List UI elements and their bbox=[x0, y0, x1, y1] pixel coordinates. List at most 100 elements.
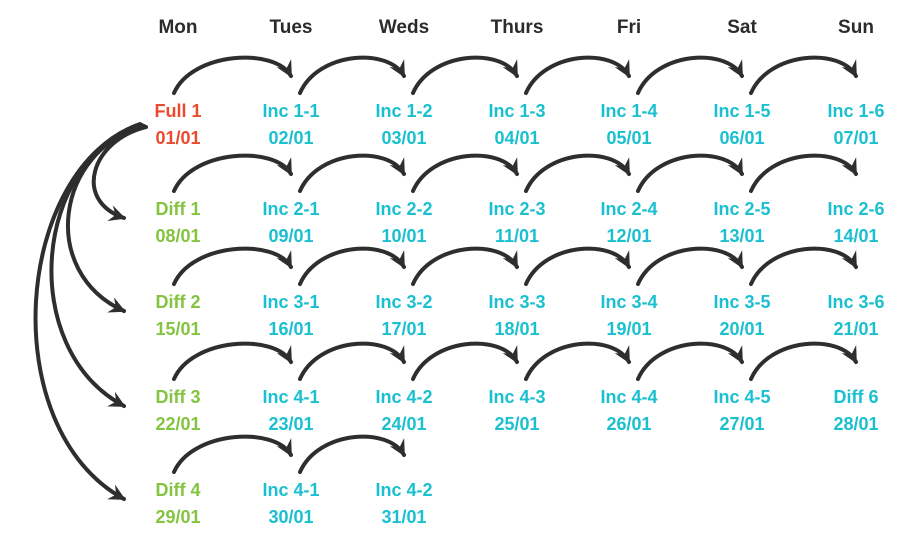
arrow-curve bbox=[172, 246, 293, 286]
arrow-curve bbox=[411, 55, 519, 95]
arrow-curve bbox=[298, 246, 406, 286]
node-inc-4-1-week5: Inc 4-1 30/01 bbox=[239, 477, 343, 531]
day-header-sun: Sun bbox=[838, 17, 874, 38]
node-inc-2-4: Inc 2-4 12/01 bbox=[577, 196, 681, 250]
arrow-curve bbox=[524, 246, 631, 286]
node-date: 28/01 bbox=[833, 414, 879, 434]
node-diff-4: Diff 4 29/01 bbox=[126, 477, 230, 531]
arrow-curve bbox=[636, 153, 744, 193]
node-label: Diff 4 bbox=[155, 480, 201, 500]
node-label: Inc 2-6 bbox=[827, 199, 885, 219]
node-label: Inc 3-3 bbox=[488, 292, 546, 312]
arrow-curve bbox=[172, 55, 293, 95]
node-label: Full 1 bbox=[154, 101, 202, 121]
node-label: Inc 2-2 bbox=[375, 199, 433, 219]
node-label: Inc 3-4 bbox=[600, 292, 658, 312]
node-date: 29/01 bbox=[155, 507, 201, 527]
node-date: 30/01 bbox=[268, 507, 314, 527]
node-diff-6: Diff 6 28/01 bbox=[804, 384, 907, 438]
arrow-curve bbox=[749, 55, 858, 95]
node-label: Inc 3-2 bbox=[375, 292, 433, 312]
arrow-curve bbox=[636, 55, 744, 95]
node-inc-4-3: Inc 4-3 25/01 bbox=[465, 384, 569, 438]
node-inc-3-6: Inc 3-6 21/01 bbox=[804, 289, 907, 343]
node-diff-3: Diff 3 22/01 bbox=[126, 384, 230, 438]
node-date: 10/01 bbox=[381, 226, 427, 246]
node-label: Inc 2-5 bbox=[713, 199, 771, 219]
node-inc-4-2: Inc 4-2 24/01 bbox=[352, 384, 456, 438]
arrow-curve bbox=[172, 153, 293, 193]
node-inc-4-2-week5: Inc 4-2 31/01 bbox=[352, 477, 456, 531]
arrow-curve bbox=[411, 246, 519, 286]
node-date: 12/01 bbox=[606, 226, 652, 246]
node-label: Inc 1-3 bbox=[488, 101, 546, 121]
arrow-curve bbox=[636, 341, 744, 381]
node-label: Diff 2 bbox=[155, 292, 201, 312]
node-inc-1-1: Inc 1-1 02/01 bbox=[239, 98, 343, 152]
node-label: Inc 1-6 bbox=[827, 101, 885, 121]
arrow-curve bbox=[749, 153, 858, 193]
node-inc-4-4: Inc 4-4 26/01 bbox=[577, 384, 681, 438]
node-date: 04/01 bbox=[494, 128, 540, 148]
node-inc-2-1: Inc 2-1 09/01 bbox=[239, 196, 343, 250]
node-label: Inc 1-5 bbox=[713, 101, 771, 121]
arrow-curve bbox=[524, 341, 631, 381]
node-date: 20/01 bbox=[719, 319, 765, 339]
node-inc-1-4: Inc 1-4 05/01 bbox=[577, 98, 681, 152]
arrow-curve bbox=[172, 434, 293, 474]
arrow-curve bbox=[749, 246, 858, 286]
node-date: 06/01 bbox=[719, 128, 765, 148]
node-inc-3-1: Inc 3-1 16/01 bbox=[239, 289, 343, 343]
node-full-1: Full 1 01/01 bbox=[126, 98, 230, 152]
node-inc-3-4: Inc 3-4 19/01 bbox=[577, 289, 681, 343]
node-label: Inc 4-1 bbox=[262, 480, 320, 500]
node-date: 05/01 bbox=[606, 128, 652, 148]
node-date: 14/01 bbox=[833, 226, 879, 246]
node-label: Diff 1 bbox=[155, 199, 201, 219]
arrow-curve bbox=[411, 341, 519, 381]
node-date: 09/01 bbox=[268, 226, 314, 246]
node-date: 24/01 bbox=[381, 414, 427, 434]
arrow-curve bbox=[298, 153, 406, 193]
node-date: 18/01 bbox=[494, 319, 540, 339]
node-date: 01/01 bbox=[155, 128, 201, 148]
node-label: Inc 2-3 bbox=[488, 199, 546, 219]
arrow-curve bbox=[524, 153, 631, 193]
node-date: 16/01 bbox=[268, 319, 314, 339]
node-inc-2-6: Inc 2-6 14/01 bbox=[804, 196, 907, 250]
node-label: Inc 4-2 bbox=[375, 387, 433, 407]
node-inc-3-2: Inc 3-2 17/01 bbox=[352, 289, 456, 343]
node-date: 13/01 bbox=[719, 226, 765, 246]
node-date: 19/01 bbox=[606, 319, 652, 339]
day-header-sat: Sat bbox=[727, 17, 757, 38]
node-label: Inc 4-3 bbox=[488, 387, 546, 407]
day-header-fri: Fri bbox=[616, 17, 642, 38]
node-inc-4-5: Inc 4-5 27/01 bbox=[690, 384, 794, 438]
node-label: Inc 4-2 bbox=[375, 480, 433, 500]
day-header-thurs: Thurs bbox=[490, 17, 544, 38]
day-header-mon: Mon bbox=[158, 17, 198, 38]
node-date: 08/01 bbox=[155, 226, 201, 246]
node-label: Inc 4-4 bbox=[600, 387, 658, 407]
node-date: 07/01 bbox=[833, 128, 879, 148]
node-date: 23/01 bbox=[268, 414, 314, 434]
node-inc-1-3: Inc 1-3 04/01 bbox=[465, 98, 569, 152]
arrow-curve bbox=[33, 122, 142, 501]
node-inc-1-5: Inc 1-5 06/01 bbox=[690, 98, 794, 152]
node-date: 25/01 bbox=[494, 414, 540, 434]
day-header-tues: Tues bbox=[269, 17, 313, 38]
node-date: 26/01 bbox=[606, 414, 652, 434]
node-label: Diff 6 bbox=[833, 387, 879, 407]
arrow-curve bbox=[749, 341, 858, 381]
node-diff-1: Diff 1 08/01 bbox=[126, 196, 230, 250]
node-date: 02/01 bbox=[268, 128, 314, 148]
node-inc-2-3: Inc 2-3 11/01 bbox=[465, 196, 569, 250]
node-date: 15/01 bbox=[155, 319, 201, 339]
node-inc-1-2: Inc 1-2 03/01 bbox=[352, 98, 456, 152]
node-label: Inc 4-5 bbox=[713, 387, 771, 407]
node-label: Inc 1-4 bbox=[600, 101, 658, 121]
node-inc-2-2: Inc 2-2 10/01 bbox=[352, 196, 456, 250]
node-label: Inc 1-2 bbox=[375, 101, 433, 121]
